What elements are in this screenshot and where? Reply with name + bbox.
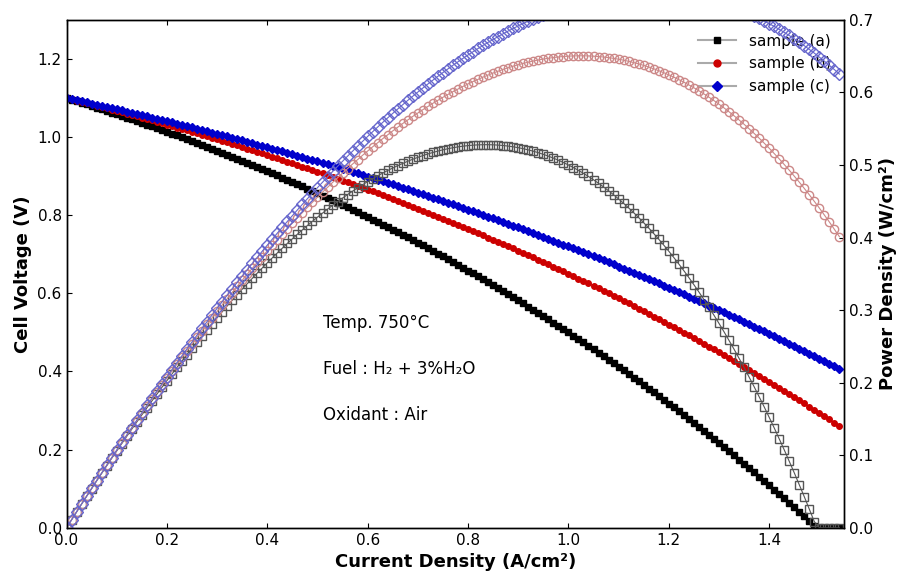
Legend: sample (a), sample (b), sample (c): sample (a), sample (b), sample (c) <box>692 27 837 100</box>
Text: Oxidant : Air: Oxidant : Air <box>323 406 427 424</box>
Text: Fuel : H₂ + 3%H₂O: Fuel : H₂ + 3%H₂O <box>323 360 476 378</box>
X-axis label: Current Density (A/cm²): Current Density (A/cm²) <box>335 553 576 571</box>
Y-axis label: Cell Voltage (V): Cell Voltage (V) <box>14 195 32 353</box>
Y-axis label: Power Density (W/cm²): Power Density (W/cm²) <box>879 157 897 390</box>
Text: Temp. 750°C: Temp. 750°C <box>323 314 429 332</box>
